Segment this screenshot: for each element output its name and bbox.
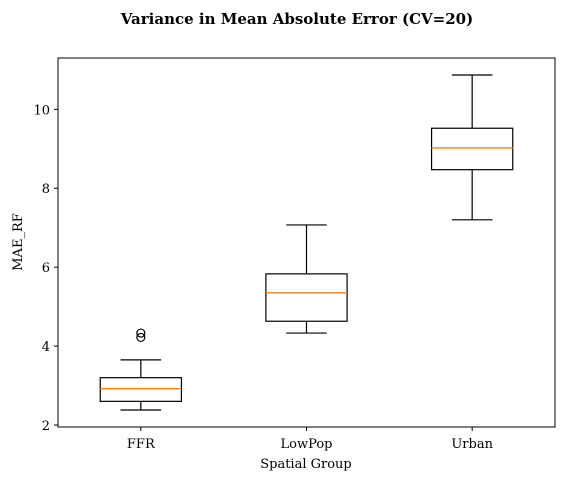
x-tick-label: Urban xyxy=(451,437,493,452)
x-axis: FFR LowPop Urban xyxy=(127,427,494,452)
box-urban xyxy=(430,74,514,221)
y-tick-label: 10 xyxy=(33,103,50,118)
y-tick-label: 6 xyxy=(42,261,50,276)
outlier-point xyxy=(136,328,146,338)
box-lowpop xyxy=(265,224,348,334)
x-tick-label: FFR xyxy=(127,437,156,452)
chart-title: Variance in Mean Absolute Error (CV=20) xyxy=(120,10,473,28)
y-tick-label: 4 xyxy=(42,340,50,355)
y-tick-label: 8 xyxy=(42,182,50,197)
outlier-point xyxy=(136,332,146,343)
y-tick-label: 2 xyxy=(42,419,50,434)
x-tick-label: LowPop xyxy=(281,437,333,452)
iqr-box xyxy=(99,377,183,402)
y-axis-label: MAE_RF xyxy=(11,213,26,271)
box-series xyxy=(99,74,514,411)
iqr-box xyxy=(430,127,514,171)
iqr-box xyxy=(265,273,348,322)
y-axis: 2 4 6 8 10 xyxy=(33,103,58,434)
box-ffr xyxy=(99,328,183,411)
x-axis-label: Spatial Group xyxy=(260,457,352,472)
